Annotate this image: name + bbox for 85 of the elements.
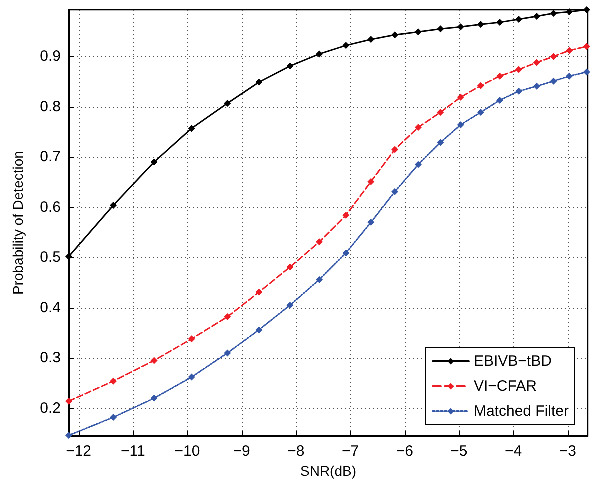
- point: [414, 124, 422, 132]
- point: [368, 178, 375, 186]
- point: [457, 24, 464, 31]
- x-tick-label: −4: [504, 443, 522, 460]
- y-tick-label: 0.6: [40, 198, 61, 216]
- y-tick-label: 0.8: [40, 98, 61, 116]
- point: [533, 82, 540, 90]
- point: [566, 47, 574, 54]
- point: [515, 16, 522, 24]
- point: [392, 32, 399, 39]
- point: [224, 100, 232, 107]
- x-axis-title: SNR(dB): [300, 463, 357, 479]
- x-tick-label: −7: [342, 443, 360, 460]
- point: [316, 50, 324, 58]
- y-tick-label: 0.5: [40, 249, 61, 266]
- point: [437, 139, 444, 146]
- y-tick-label: 0.3: [40, 350, 61, 367]
- x-tick-label: −6: [396, 443, 414, 460]
- point: [286, 62, 294, 70]
- point: [368, 219, 375, 226]
- x-tick-label: −5: [450, 443, 468, 460]
- point: [342, 250, 350, 257]
- point: [368, 36, 375, 44]
- point: [392, 188, 399, 196]
- point: [566, 8, 574, 16]
- point: [515, 88, 522, 95]
- point: [66, 398, 72, 405]
- point: [414, 28, 422, 36]
- point: [256, 326, 263, 334]
- point: [533, 59, 540, 66]
- point: [496, 19, 504, 26]
- point: [224, 350, 232, 357]
- x-tick-label: −12: [66, 443, 92, 460]
- x-tick-label: −3: [559, 443, 576, 460]
- x-tick-label: −11: [120, 443, 146, 460]
- y-tick-label: 0.4: [40, 299, 61, 316]
- point: [256, 78, 263, 86]
- point: [66, 432, 72, 440]
- point: [477, 21, 484, 28]
- point: [437, 109, 444, 116]
- point: [583, 43, 590, 50]
- point: [150, 357, 158, 364]
- point: [477, 82, 484, 90]
- point: [550, 78, 558, 85]
- legend-label: EBIVB−tBD: [474, 353, 552, 370]
- point: [533, 13, 540, 20]
- point: [583, 6, 590, 14]
- legend-label: Matched Filter: [474, 403, 570, 420]
- point: [515, 66, 522, 74]
- point: [150, 158, 158, 166]
- point: [316, 276, 324, 284]
- point: [150, 394, 158, 402]
- point: [110, 414, 118, 422]
- legend-label: VI−CFAR: [474, 378, 538, 395]
- point: [457, 94, 464, 101]
- point: [110, 378, 118, 385]
- point: [550, 10, 558, 18]
- point: [392, 146, 399, 154]
- point: [256, 288, 263, 296]
- point: [188, 374, 196, 381]
- x-tick-label: −10: [174, 443, 200, 460]
- point: [566, 72, 574, 80]
- point: [583, 68, 590, 76]
- point: [550, 53, 558, 60]
- y-axis-title: Probability of Detection: [10, 151, 26, 296]
- point: [414, 161, 422, 168]
- point: [188, 336, 196, 343]
- point: [496, 96, 504, 104]
- point: [188, 125, 196, 132]
- y-tick-label: 0.7: [40, 148, 61, 166]
- point: [437, 26, 444, 33]
- point: [496, 72, 504, 80]
- point: [342, 42, 350, 50]
- x-tick-label: −9: [233, 443, 250, 460]
- y-tick-label: 0.9: [40, 48, 61, 66]
- point: [110, 202, 118, 209]
- point: [457, 122, 464, 129]
- x-tick-label: −8: [288, 443, 305, 460]
- point: [286, 302, 294, 309]
- point: [316, 238, 324, 246]
- point: [224, 314, 232, 321]
- point: [342, 212, 350, 220]
- y-tick-label: 0.2: [40, 400, 61, 417]
- point: [477, 109, 484, 116]
- point: [286, 264, 294, 271]
